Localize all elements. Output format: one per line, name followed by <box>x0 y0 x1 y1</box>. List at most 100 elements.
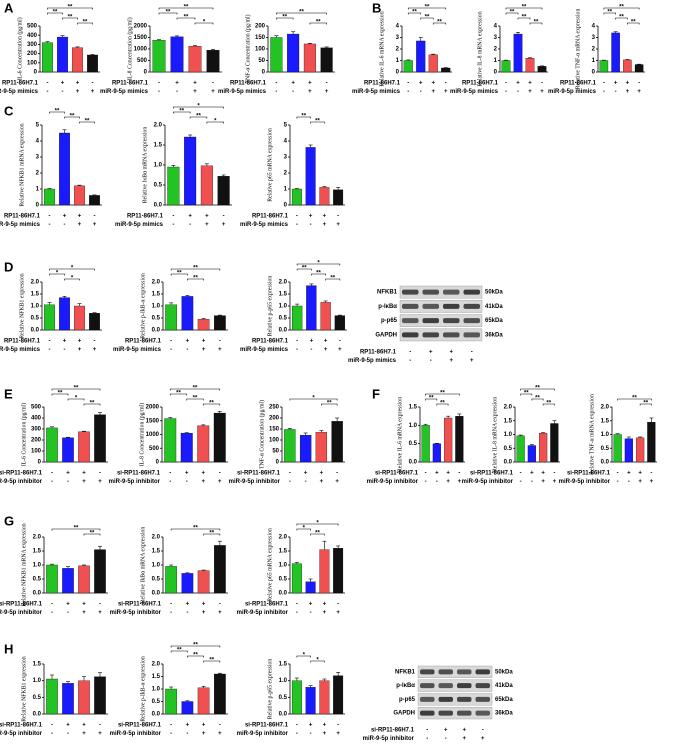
y-tick-label: 0 <box>494 70 498 76</box>
significance-label: ** <box>315 119 320 125</box>
blot-strip <box>417 679 493 692</box>
y-tick-label: 2.0 <box>279 535 288 541</box>
condition-sign: - <box>169 479 171 485</box>
condition-name: miR-9-5p mimics <box>115 222 164 228</box>
condition-sign: - <box>615 89 617 95</box>
condition-sign: + <box>218 479 222 485</box>
bar <box>197 425 210 463</box>
condition-sign: + <box>553 479 557 485</box>
condition-name: miR-9-5p inhibitor <box>559 479 611 485</box>
condition-sign: + <box>431 89 435 95</box>
condition-name: miR-9-5p mimics <box>0 222 41 228</box>
significance-bracket <box>158 12 178 15</box>
condition-name: miR-9-5p inhibitor <box>0 479 43 485</box>
condition-sign: - <box>219 471 221 477</box>
significance-bracket <box>77 22 93 25</box>
condition-name: miR-9-5p inhibitor <box>363 736 415 742</box>
band-name: p-IκBα <box>378 304 397 310</box>
significance-label: ** <box>55 109 60 115</box>
y-axis-label: Relative p-p65 expression <box>267 276 273 337</box>
condition-name: si-RP11-86H7.1 <box>118 602 162 608</box>
significance-bracket <box>296 268 312 271</box>
condition-sign: + <box>205 214 209 220</box>
significance-label: ** <box>209 531 214 537</box>
bar <box>184 136 197 206</box>
condition-sign: - <box>336 471 338 477</box>
significance-label: * <box>316 521 319 527</box>
bar <box>315 432 328 463</box>
significance-label: ** <box>607 10 612 16</box>
condition-sign: - <box>407 89 409 95</box>
condition-sign: - <box>430 358 432 364</box>
blot-band <box>443 332 460 338</box>
y-tick-label: 300 <box>27 42 38 48</box>
bar <box>214 673 226 715</box>
condition-sign: + <box>419 81 423 87</box>
bar <box>89 195 100 206</box>
condition-sign: - <box>505 81 507 87</box>
condition-sign: - <box>51 471 53 477</box>
significance-label: ** <box>193 276 198 282</box>
bar <box>537 66 547 73</box>
significance-label: ** <box>193 396 198 402</box>
y-tick-label: 0.0 <box>279 328 288 334</box>
bar <box>200 165 213 206</box>
significance-label: * <box>303 526 306 532</box>
bar <box>62 568 74 594</box>
condition-sign: + <box>202 602 206 608</box>
significance-label: ** <box>58 391 63 397</box>
y-tick-label: 0 <box>276 460 280 466</box>
condition-sign: - <box>296 214 298 220</box>
bar <box>306 285 317 331</box>
condition-sign: - <box>426 728 428 734</box>
y-tick-label: 1.5 <box>33 549 42 555</box>
y-tick-label: 100 <box>27 60 38 66</box>
bar <box>599 60 609 73</box>
condition-sign: + <box>336 222 340 228</box>
y-axis-label: Relative TNF-α mRNA expression <box>575 9 581 90</box>
y-tick-label: 1.0 <box>409 423 418 429</box>
bar <box>513 33 523 73</box>
condition-sign: + <box>78 222 82 228</box>
significance-bracket <box>520 393 533 396</box>
bar <box>455 416 464 463</box>
y-axis-label: Relative NFKB1 mRNA expression <box>21 523 27 606</box>
significance-label: ** <box>425 15 430 21</box>
condition-sign: - <box>628 479 630 485</box>
condition-name: miR-9-5p mimics <box>450 89 499 95</box>
significance-bracket <box>49 111 65 114</box>
bar <box>206 50 220 73</box>
condition-sign: + <box>185 471 189 477</box>
bar <box>428 54 438 73</box>
bar <box>181 573 194 594</box>
y-tick-label: 0.0 <box>504 460 513 466</box>
blot-band <box>420 669 435 675</box>
y-tick-label: 0.0 <box>31 328 40 334</box>
condition-sign: - <box>219 602 221 608</box>
condition-sign: - <box>275 89 277 95</box>
significance-label: ** <box>535 396 540 402</box>
condition-name: miR-9-5p inhibitor <box>110 731 162 737</box>
bar <box>197 570 210 594</box>
y-tick-label: 100 <box>255 47 266 53</box>
condition-sign: - <box>170 723 172 729</box>
condition-sign: - <box>296 222 298 228</box>
y-tick-label: 1500 <box>146 418 160 424</box>
condition-sign: - <box>275 81 277 87</box>
significance-bracket <box>325 278 341 281</box>
condition-sign: - <box>517 89 519 95</box>
bar <box>441 67 451 73</box>
y-tick-label: 1.0 <box>154 163 163 169</box>
bar <box>87 54 98 73</box>
panel-label: E <box>4 386 13 401</box>
blot-band <box>402 289 419 295</box>
y-tick-label: 1.5 <box>31 292 40 298</box>
condition-sign: + <box>201 479 205 485</box>
y-tick-label: 200 <box>255 24 266 30</box>
condition-sign: - <box>289 471 291 477</box>
condition-sign: - <box>67 610 69 616</box>
condition-sign: - <box>186 479 188 485</box>
y-tick-label: 1.0 <box>33 563 42 569</box>
condition-name: miR-9-5p inhibitor <box>229 479 281 485</box>
condition-sign: + <box>324 339 328 345</box>
